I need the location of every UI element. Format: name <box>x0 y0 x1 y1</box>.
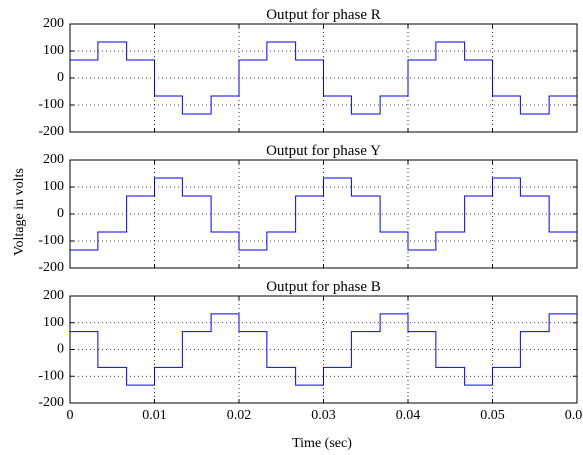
y-tick-label: -100 <box>38 233 64 248</box>
panels: 200 100 0 -100 -200 Output for phase R 200 100 0… <box>38 7 583 423</box>
x-tick-label: 0.03 <box>311 408 336 423</box>
y-tick-label: -200 <box>38 395 64 410</box>
y-tick-label: -200 <box>38 260 64 275</box>
waveform-line <box>70 177 577 251</box>
y-axis-label: Voltage in volts <box>12 168 27 256</box>
y-tick-label: 200 <box>43 288 64 303</box>
y-tick-label: 0 <box>57 70 64 85</box>
y-tick-label: 100 <box>43 315 64 330</box>
panel-title: Output for phase Y <box>266 143 381 159</box>
panel-2: 200 100 0 -100 -200 Output for phase Y <box>38 143 578 275</box>
y-tick-label: -100 <box>38 97 64 112</box>
y-tick-label: 100 <box>43 179 64 194</box>
x-tick-label: 0 <box>67 408 74 423</box>
panel-title: Output for phase B <box>266 279 381 295</box>
y-tick-label: -100 <box>38 368 64 383</box>
x-axis-label: Time (sec) <box>292 436 352 451</box>
y-tick-label: 0 <box>57 342 64 357</box>
y-tick-label: -200 <box>38 124 64 139</box>
y-tick-label: 200 <box>43 152 64 167</box>
panel-3: 2001000-100-20000.010.020.030.040.050.06… <box>38 279 583 423</box>
x-tick-label: 0.05 <box>480 408 505 423</box>
x-tick-label: 0.02 <box>227 408 252 423</box>
panel-title: Output for phase R <box>266 7 381 23</box>
panel-1: 200 100 0 -100 -200 Output for phase R <box>38 7 578 139</box>
x-tick-label: 0.06 <box>565 408 583 423</box>
y-tick-label: 200 <box>43 16 64 31</box>
waveform-line <box>70 313 577 386</box>
y-tick-label: 100 <box>43 43 64 58</box>
y-tick-label: 0 <box>57 206 64 221</box>
waveform-line <box>70 41 577 115</box>
x-tick-label: 0.04 <box>396 408 421 423</box>
x-tick-label: 0.01 <box>142 408 167 423</box>
